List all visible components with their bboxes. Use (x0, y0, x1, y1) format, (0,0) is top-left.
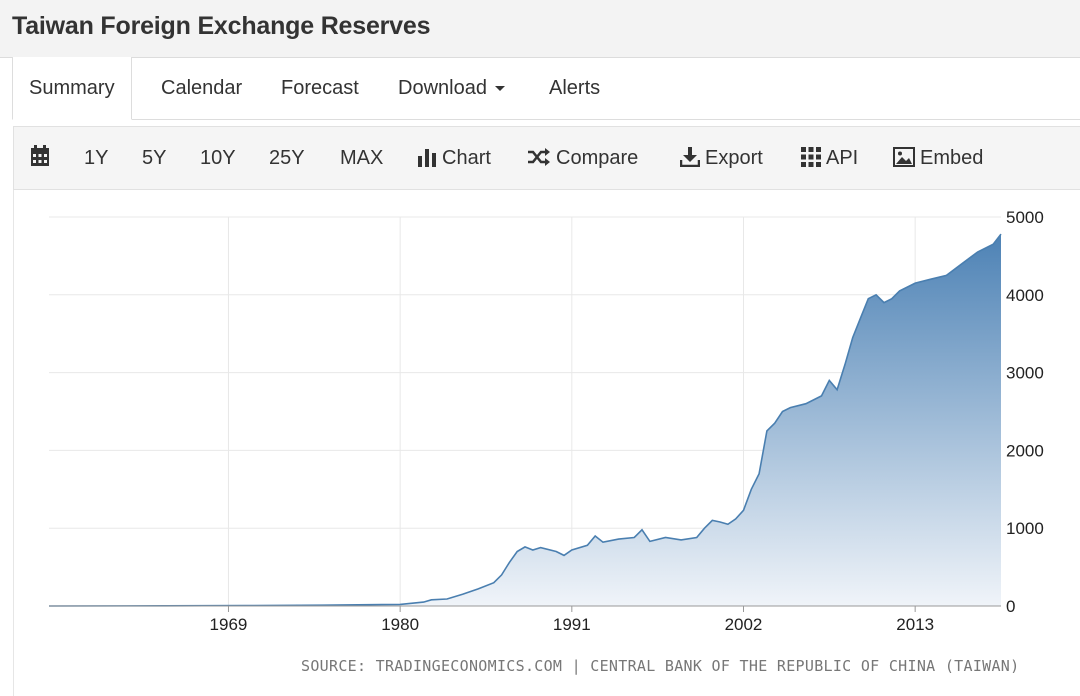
tab-alerts[interactable]: Alerts (549, 77, 601, 99)
x-tick-label: 2002 (725, 615, 763, 634)
range-1y[interactable]: 1Y (84, 147, 109, 169)
y-tick-label: 3000 (1006, 364, 1044, 383)
chart-plot[interactable]: 0 1000 2000 3000 4000 5000 1969 1980 1991 2002 201… (14, 190, 1080, 696)
calendar-icon (31, 145, 49, 166)
page-header: Taiwan Foreign Exchange Reserves (0, 0, 1080, 58)
range-5y[interactable]: 5Y (142, 147, 167, 169)
compare-label: Compare (556, 147, 639, 169)
embed-button[interactable]: Embed (893, 127, 983, 189)
chart-type-label: Chart (442, 147, 491, 169)
source-credit: SOURCE: TRADINGECONOMICS.COM | CENTRAL B… (301, 657, 1020, 675)
y-tick-label: 4000 (1006, 286, 1044, 305)
x-tick-label: 1991 (553, 615, 591, 634)
range-max[interactable]: MAX (340, 147, 384, 169)
x-tick-label: 1980 (381, 615, 419, 634)
bar-chart-icon (418, 149, 436, 167)
series-area-fill (49, 234, 1001, 606)
compare-button[interactable]: Compare (527, 127, 638, 189)
tab-summary[interactable]: Summary (12, 57, 132, 120)
tab-calendar[interactable]: Calendar (161, 77, 243, 99)
tab-download[interactable]: Download (398, 57, 505, 119)
chart-container: 0 1000 2000 3000 4000 5000 1969 1980 1991 2002 201… (13, 190, 1080, 696)
chart-type-button[interactable]: Chart (417, 127, 491, 189)
export-button[interactable]: Export (679, 127, 763, 189)
range-10y[interactable]: 10Y (200, 147, 236, 169)
y-tick-label: 1000 (1006, 519, 1044, 538)
embed-label: Embed (920, 147, 984, 169)
image-icon (893, 147, 915, 167)
y-tick-label: 5000 (1006, 208, 1044, 227)
api-button[interactable]: API (801, 127, 858, 189)
api-label: API (826, 147, 859, 169)
x-tick-label: 2013 (896, 615, 934, 634)
grid-icon (801, 147, 821, 167)
y-tick-label: 2000 (1006, 441, 1044, 460)
tab-download-label: Download (398, 77, 487, 99)
tab-bar: Summary Calendar Forecast Download Alert… (12, 57, 1080, 120)
page-title: Taiwan Foreign Exchange Reserves (12, 12, 431, 40)
tab-forecast[interactable]: Forecast (281, 77, 359, 99)
calendar-button[interactable] (30, 127, 55, 189)
chart-toolbar: 1Y 5Y 10Y 25Y MAX Chart Compare Export (13, 126, 1080, 190)
range-25y[interactable]: 25Y (269, 147, 305, 169)
caret-down-icon (494, 86, 505, 92)
download-icon (679, 147, 701, 168)
series-line (48, 233, 1002, 607)
y-tick-label: 0 (1006, 597, 1015, 616)
shuffle-icon (528, 148, 550, 166)
export-label: Export (705, 147, 763, 169)
x-tick-label: 1969 (210, 615, 248, 634)
